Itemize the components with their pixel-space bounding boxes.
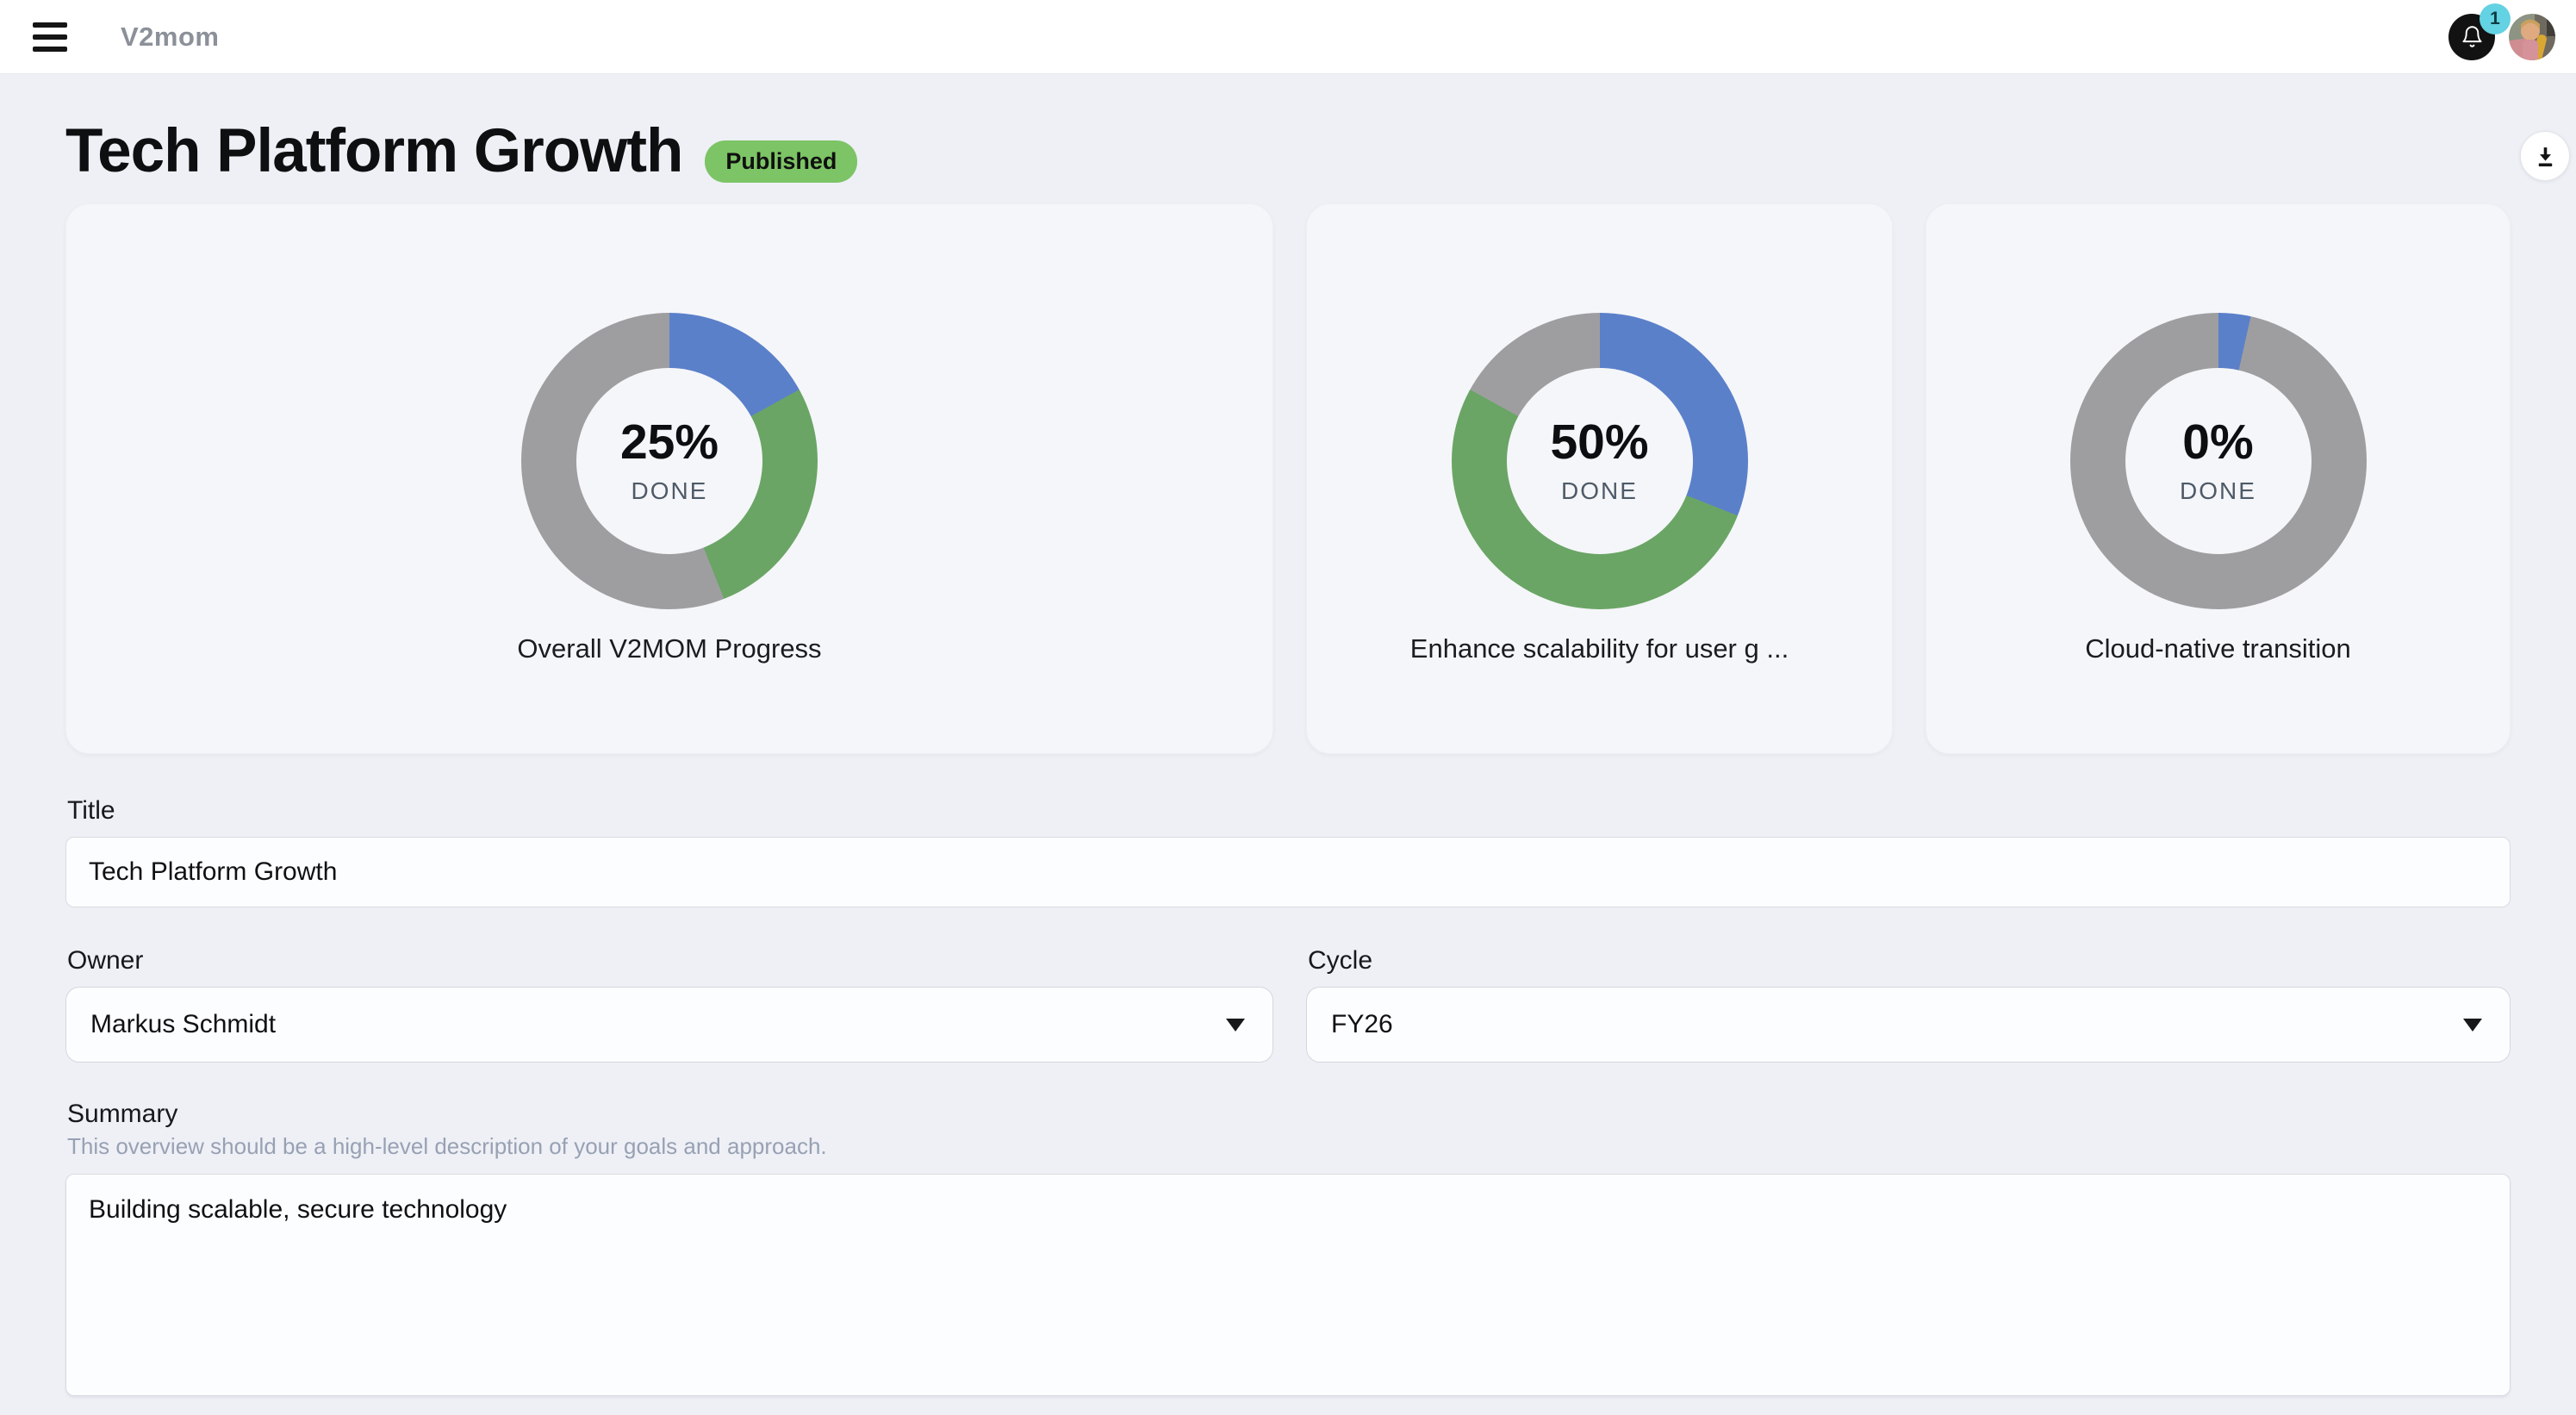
caret-down-icon <box>2463 1018 2482 1032</box>
progress-card-scalability: 50% DONE Enhance scalability for user g … <box>1306 203 1893 755</box>
user-avatar[interactable] <box>2509 13 2555 60</box>
menu-icon[interactable] <box>33 22 67 52</box>
page-title: Tech Platform Growth <box>65 117 683 185</box>
summary-textarea[interactable]: Building scalable, secure technology <box>65 1174 2511 1397</box>
progress-card-overall: 25% DONE Overall V2MOM Progress <box>65 203 1273 755</box>
bell-icon <box>2461 25 2484 48</box>
owner-select[interactable]: Markus Schmidt <box>65 987 1273 1063</box>
donut-done-label: DONE <box>631 477 708 504</box>
chart-title: Cloud-native transition <box>2085 633 2351 664</box>
title-field-label: Title <box>67 796 115 826</box>
donut-chart-overall: 25% DONE <box>521 313 818 610</box>
download-button[interactable] <box>2520 131 2570 181</box>
top-navbar: V2mom 1 <box>0 0 2576 74</box>
donut-done-label: DONE <box>2180 477 2256 504</box>
donut-percent: 50% <box>1550 414 1649 470</box>
donut-percent: 0% <box>2182 414 2254 470</box>
progress-card-cloud-native: 0% DONE Cloud-native transition <box>1926 203 2511 755</box>
cycle-select[interactable]: FY26 <box>1306 987 2511 1063</box>
cycle-selected-value: FY26 <box>1331 1010 1393 1039</box>
owner-selected-value: Markus Schmidt <box>90 1010 277 1039</box>
donut-chart-cloud-native: 0% DONE <box>2069 313 2367 610</box>
title-input[interactable] <box>65 837 2511 908</box>
owner-field-label: Owner <box>67 946 144 976</box>
progress-cards: 25% DONE Overall V2MOM Progress 50% DONE… <box>65 203 2511 755</box>
donut-chart-scalability: 50% DONE <box>1451 313 1748 610</box>
app-brand: V2mom <box>121 21 220 52</box>
notification-count-badge[interactable]: 1 <box>2480 3 2511 34</box>
avatar-image <box>2509 13 2555 60</box>
chart-title: Enhance scalability for user g ... <box>1409 633 1789 664</box>
status-badge: Published <box>705 140 858 183</box>
caret-down-icon <box>1226 1018 1245 1032</box>
summary-field-label: Summary <box>67 1100 178 1129</box>
donut-done-label: DONE <box>1561 477 1638 504</box>
summary-helper-text: This overview should be a high-level des… <box>67 1133 827 1160</box>
download-icon <box>2532 143 2559 170</box>
donut-percent: 25% <box>619 414 719 470</box>
cycle-field-label: Cycle <box>1308 946 1373 976</box>
chart-title: Overall V2MOM Progress <box>517 633 822 664</box>
